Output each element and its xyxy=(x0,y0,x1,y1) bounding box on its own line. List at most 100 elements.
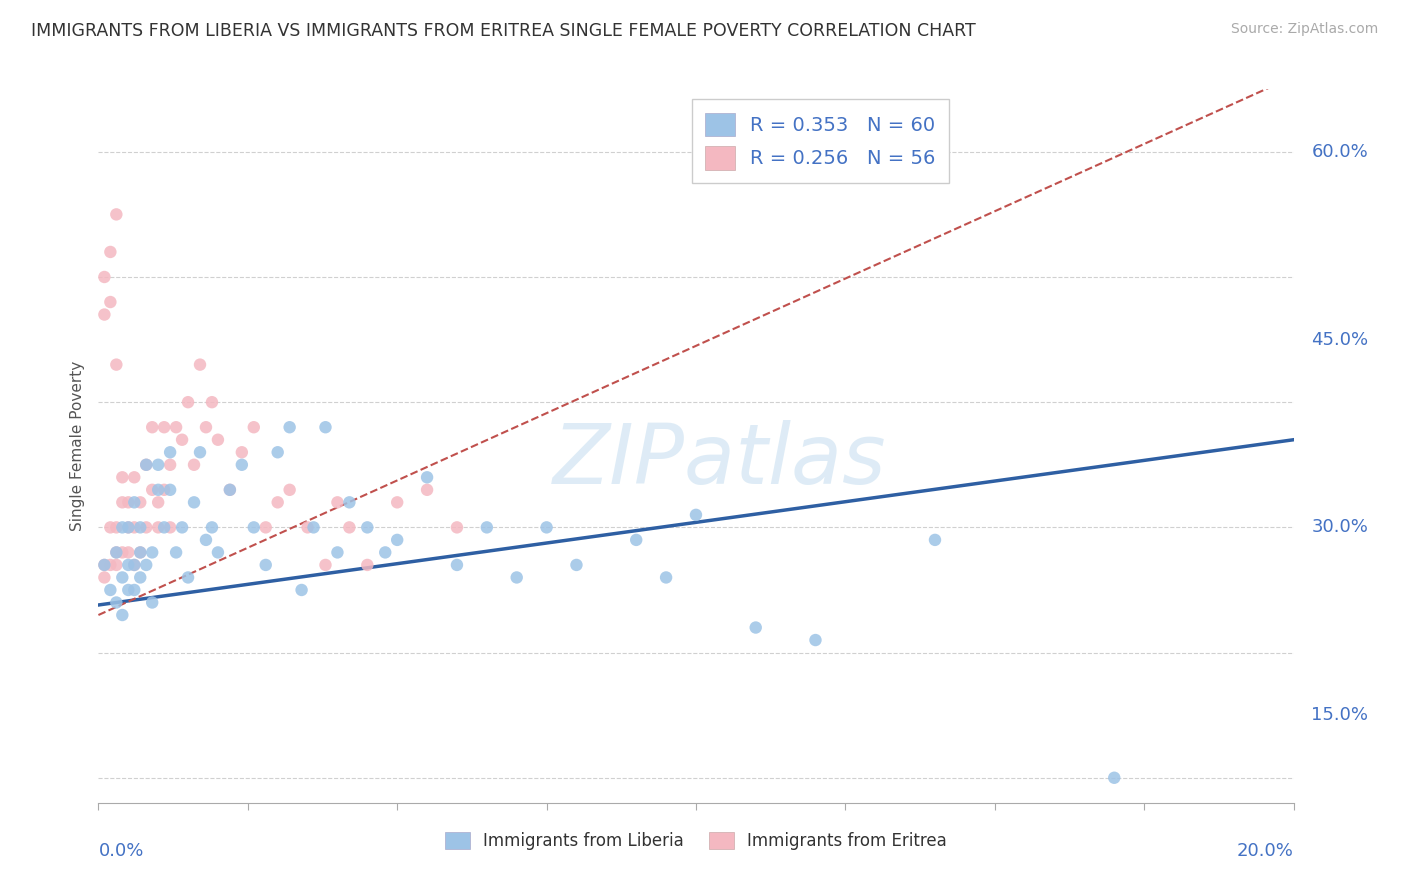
Point xyxy=(135,558,157,572)
Point xyxy=(446,558,468,572)
Point xyxy=(159,483,181,497)
Point xyxy=(153,420,176,434)
Point xyxy=(111,520,134,534)
Point xyxy=(129,570,152,584)
Text: Source: ZipAtlas.com: Source: ZipAtlas.com xyxy=(1230,22,1378,37)
Point xyxy=(93,308,115,322)
Point xyxy=(98,558,122,572)
Point xyxy=(135,458,157,472)
Point xyxy=(356,520,378,534)
Point xyxy=(183,458,205,472)
Point xyxy=(141,545,163,559)
Text: 15.0%: 15.0% xyxy=(1312,706,1368,724)
Point xyxy=(297,520,319,534)
Point xyxy=(339,495,361,509)
Point xyxy=(135,520,157,534)
Point xyxy=(111,570,134,584)
Point xyxy=(93,558,115,572)
Point xyxy=(326,495,349,509)
Point xyxy=(117,495,139,509)
Point xyxy=(153,483,176,497)
Point xyxy=(446,520,468,534)
Point xyxy=(374,545,396,559)
Point xyxy=(124,495,146,509)
Point xyxy=(141,483,163,497)
Point xyxy=(172,520,194,534)
Text: 45.0%: 45.0% xyxy=(1312,331,1368,349)
Point xyxy=(129,495,152,509)
Point xyxy=(105,545,128,559)
Point xyxy=(117,558,139,572)
Point xyxy=(129,545,152,559)
Point xyxy=(565,558,588,572)
Point xyxy=(278,483,301,497)
Text: ZIPatlas: ZIPatlas xyxy=(553,420,887,500)
Point xyxy=(98,244,122,259)
Point xyxy=(183,495,205,509)
Point xyxy=(745,621,768,635)
Point xyxy=(129,520,152,534)
Point xyxy=(626,533,648,547)
Point xyxy=(254,520,277,534)
Point xyxy=(207,545,229,559)
Y-axis label: Single Female Poverty: Single Female Poverty xyxy=(69,361,84,531)
Point xyxy=(111,470,134,484)
Point xyxy=(339,520,361,534)
Point xyxy=(188,358,211,372)
Point xyxy=(302,520,325,534)
Point xyxy=(315,558,337,572)
Point xyxy=(385,495,409,509)
Point xyxy=(172,433,194,447)
Text: 30.0%: 30.0% xyxy=(1312,518,1368,536)
Text: 0.0%: 0.0% xyxy=(98,842,143,860)
Point xyxy=(267,495,290,509)
Point xyxy=(416,470,439,484)
Point xyxy=(924,533,946,547)
Point xyxy=(117,520,139,534)
Point xyxy=(111,607,134,622)
Point xyxy=(148,458,170,472)
Point xyxy=(219,483,242,497)
Point xyxy=(148,520,170,534)
Text: IMMIGRANTS FROM LIBERIA VS IMMIGRANTS FROM ERITREA SINGLE FEMALE POVERTY CORRELA: IMMIGRANTS FROM LIBERIA VS IMMIGRANTS FR… xyxy=(31,22,976,40)
Text: 60.0%: 60.0% xyxy=(1312,143,1368,161)
Point xyxy=(105,545,128,559)
Point xyxy=(804,633,827,648)
Point xyxy=(267,445,290,459)
Point xyxy=(356,558,378,572)
Point xyxy=(141,420,163,434)
Point xyxy=(685,508,707,522)
Point xyxy=(93,570,115,584)
Point xyxy=(201,395,224,409)
Point xyxy=(159,520,181,534)
Point xyxy=(475,520,498,534)
Point xyxy=(1104,771,1126,785)
Point xyxy=(165,420,187,434)
Point xyxy=(117,545,139,559)
Point xyxy=(177,395,200,409)
Point xyxy=(93,270,115,285)
Point xyxy=(177,570,200,584)
Point xyxy=(254,558,277,572)
Point xyxy=(153,520,176,534)
Point xyxy=(188,445,211,459)
Point xyxy=(231,458,253,472)
Point xyxy=(243,520,266,534)
Point xyxy=(243,420,266,434)
Legend: Immigrants from Liberia, Immigrants from Eritrea: Immigrants from Liberia, Immigrants from… xyxy=(436,824,956,859)
Point xyxy=(124,558,146,572)
Point xyxy=(207,433,229,447)
Point xyxy=(416,483,439,497)
Point xyxy=(159,458,181,472)
Point xyxy=(315,420,337,434)
Point xyxy=(655,570,678,584)
Point xyxy=(98,520,122,534)
Point xyxy=(165,545,187,559)
Point xyxy=(159,445,181,459)
Point xyxy=(135,458,157,472)
Point xyxy=(111,495,134,509)
Point xyxy=(141,595,163,609)
Point xyxy=(105,558,128,572)
Point xyxy=(195,420,218,434)
Point xyxy=(536,520,558,534)
